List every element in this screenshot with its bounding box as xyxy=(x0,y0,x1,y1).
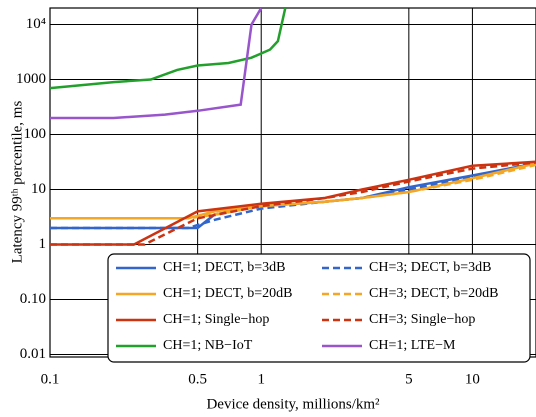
x-tick-label: 5 xyxy=(405,371,413,387)
x-tick-label: 0.5 xyxy=(188,371,207,387)
legend-label: CH=1; NB−IoT xyxy=(163,338,253,353)
legend-label: CH=3; DECT, b=20dB xyxy=(369,286,498,301)
series-line xyxy=(50,160,536,246)
legend-label: CH=1; LTE−M xyxy=(369,338,456,353)
legend-label: CH=1; DECT, b=20dB xyxy=(163,286,292,301)
series-line xyxy=(50,161,536,246)
series-line xyxy=(50,8,263,120)
plot-lines xyxy=(50,8,536,246)
y-tick-label: 10 xyxy=(31,181,46,197)
y-tick-label: 0.10 xyxy=(20,291,46,307)
y-tick-label: 100 xyxy=(24,126,47,142)
legend-label: CH=3; Single−hop xyxy=(369,312,475,327)
y-tick-label: 0.01 xyxy=(20,346,46,362)
series-line xyxy=(50,163,536,220)
legend-label: CH=3; DECT, b=3dB xyxy=(369,260,491,275)
x-axis-label: Device density, millions/km² xyxy=(206,396,380,412)
x-tick-label: 1 xyxy=(257,371,265,387)
legend-box xyxy=(107,253,531,363)
series-line xyxy=(50,8,287,90)
y-axis-label: Latency 99ᵗʰ percentile, ms xyxy=(9,101,25,264)
y-tick-label: 1 xyxy=(39,236,47,252)
x-tick-label: 0.1 xyxy=(41,371,60,387)
legend-label: CH=1; Single−hop xyxy=(163,312,269,327)
y-tick-label: 1000 xyxy=(16,71,46,87)
x-tick-label: 10 xyxy=(465,371,480,387)
legend-label: CH=1; DECT, b=3dB xyxy=(163,260,285,275)
legend: CH=1; DECT, b=3dB CH=3; DECT, b=3dB CH=1; … xyxy=(107,253,531,363)
y-tick-label: 10⁴ xyxy=(26,16,46,32)
